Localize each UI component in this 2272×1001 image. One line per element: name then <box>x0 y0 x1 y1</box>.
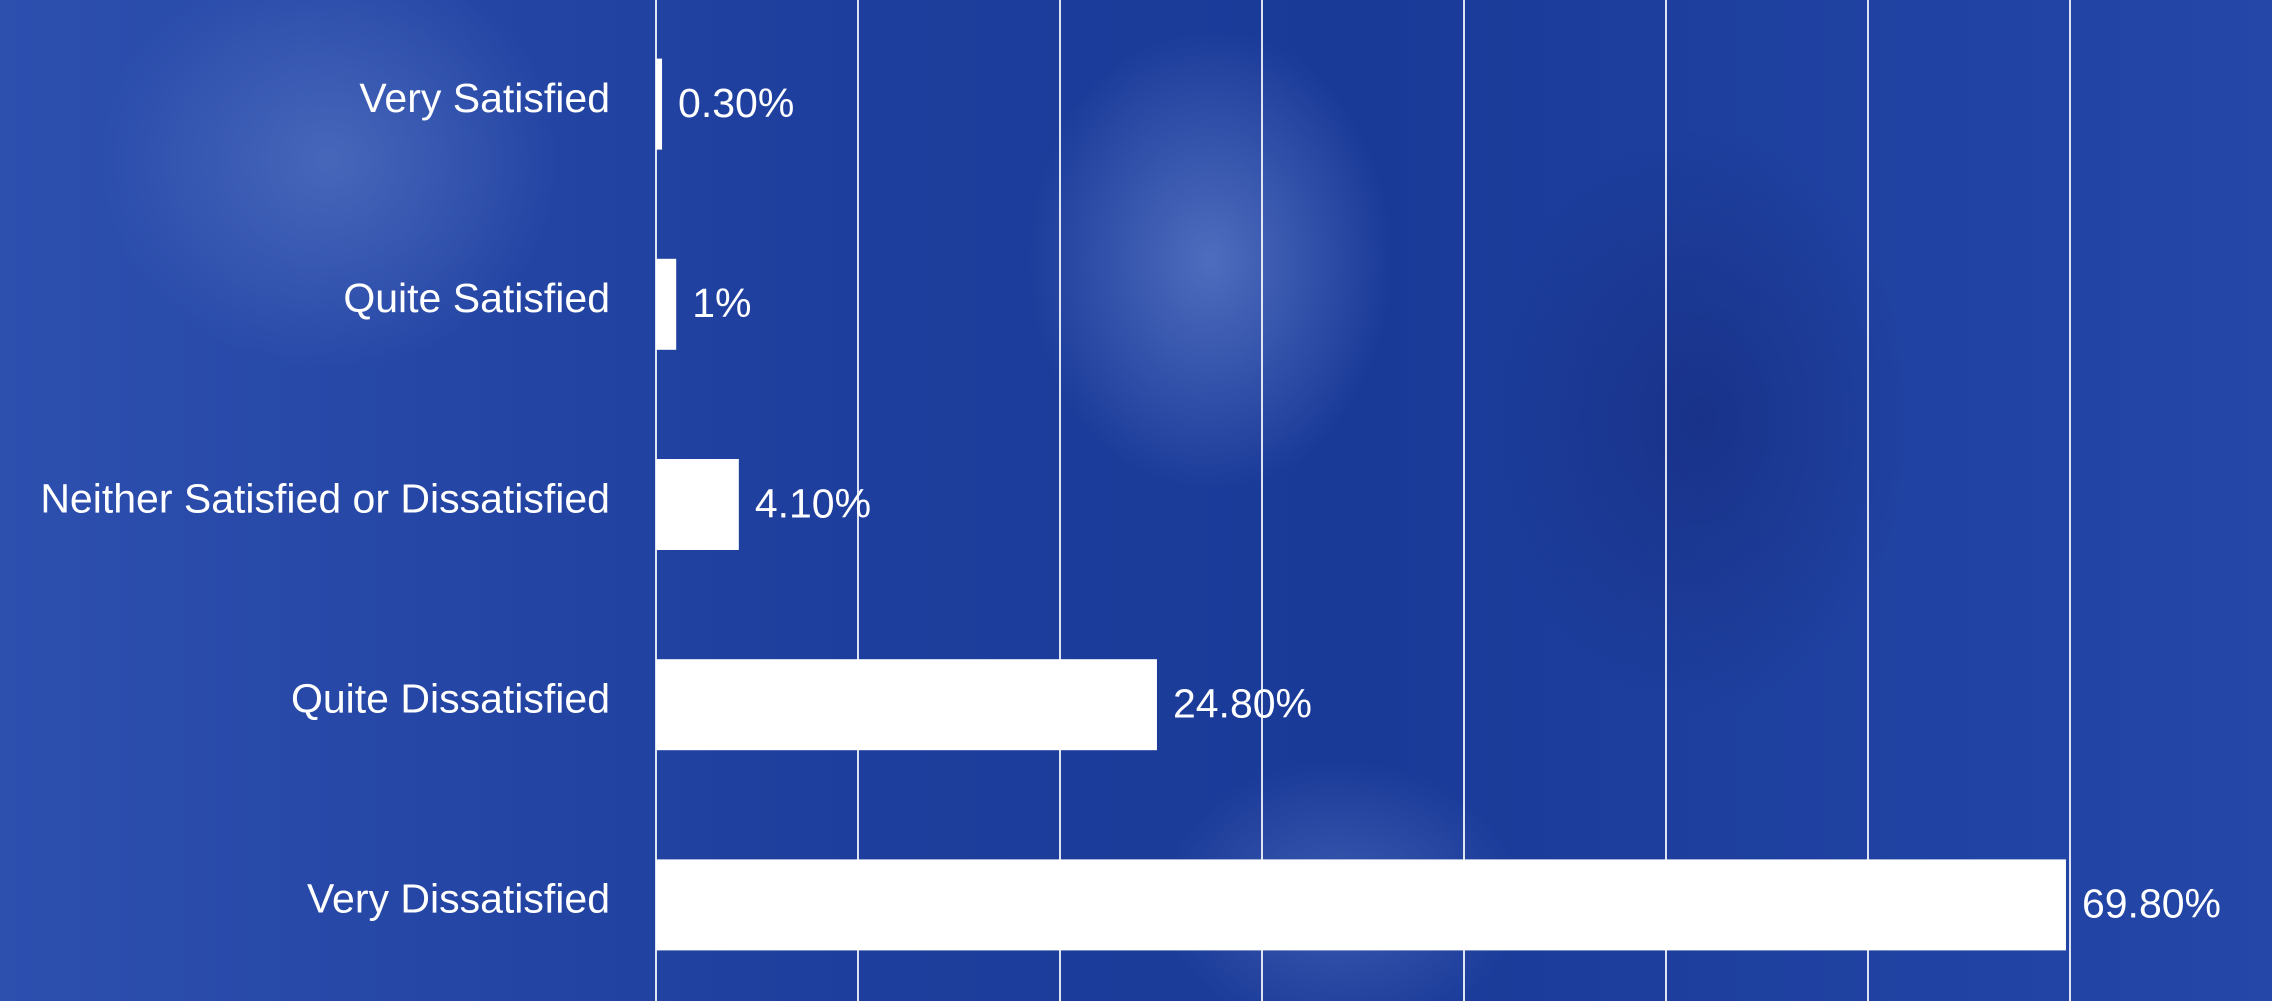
category-label: Neither Satisfied or Dissatisfied <box>40 475 610 521</box>
bar <box>656 659 1157 750</box>
value-label: 1% <box>692 280 751 326</box>
value-label: 24.80% <box>1173 681 1312 727</box>
category-label: Quite Dissatisfied <box>291 676 610 722</box>
chart: Very Satisfied 0.30% Quite Satisfied 1% Neit… <box>0 0 2272 1001</box>
bar <box>656 859 2066 950</box>
category-label: Quite Satisfied <box>343 275 610 321</box>
bar <box>656 459 739 550</box>
page: Very Satisfied 0.30% Quite Satisfied 1% Neit… <box>0 0 2272 1001</box>
category-label: Very Dissatisfied <box>307 876 610 922</box>
category-label: Very Satisfied <box>359 75 610 121</box>
bar <box>656 59 662 150</box>
bar <box>656 259 676 350</box>
value-label: 0.30% <box>678 80 794 126</box>
value-label: 69.80% <box>2082 881 2221 927</box>
value-label: 4.10% <box>755 480 871 526</box>
